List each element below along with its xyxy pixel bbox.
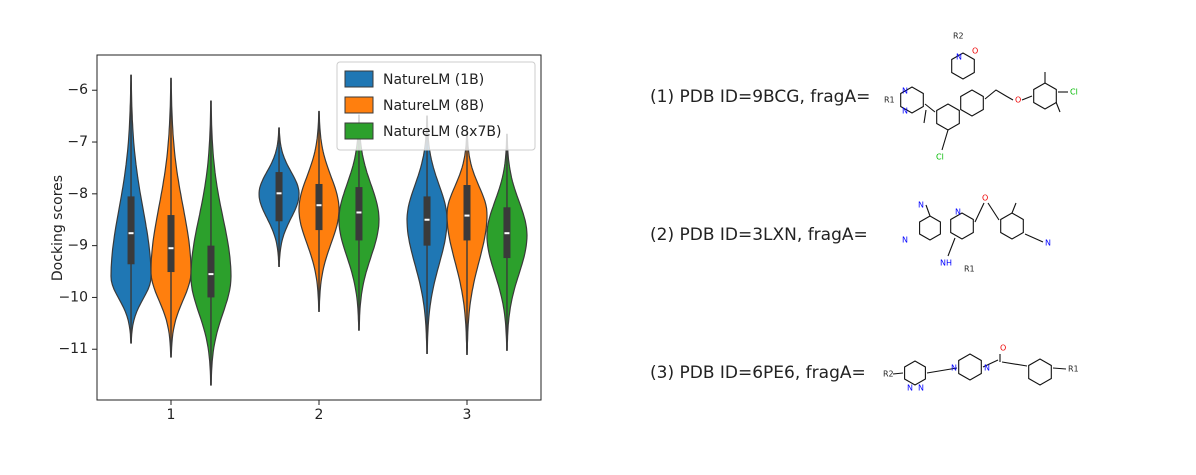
molecule-drawings <box>892 52 1068 386</box>
atom-label: N <box>956 53 962 62</box>
ring <box>958 353 982 381</box>
legend-label: NatureLM (8x7B) <box>383 124 501 140</box>
ring <box>1000 212 1024 240</box>
bond <box>1024 233 1044 243</box>
legend-box <box>336 61 536 151</box>
bond <box>1021 95 1033 101</box>
ring <box>951 52 975 80</box>
atom-label: R2 <box>883 370 894 379</box>
bond <box>982 359 999 368</box>
iqr-box <box>127 196 135 265</box>
atom-label: R2 <box>953 32 964 41</box>
legend-label: NatureLM (1B) <box>383 72 484 88</box>
bond <box>924 103 936 113</box>
atom-label: N <box>1045 239 1051 248</box>
ring <box>960 89 984 117</box>
bond <box>1055 101 1061 113</box>
ring <box>950 212 974 240</box>
atom-label: R1 <box>884 96 895 105</box>
x-tick-label: 3 <box>463 407 472 423</box>
iqr-box <box>355 187 363 241</box>
ring <box>919 215 941 241</box>
atom-label: N <box>907 384 913 393</box>
iqr-box <box>315 183 323 231</box>
atom-label: O <box>1015 96 1021 105</box>
atom-label: R1 <box>1068 365 1079 374</box>
atom-label: N <box>902 236 908 245</box>
atom-label: N <box>918 201 924 210</box>
atom-label: Cl <box>1070 88 1078 97</box>
bond <box>974 202 985 223</box>
legend-swatch <box>344 96 374 114</box>
atom-label: Cl <box>936 153 944 162</box>
y-tick-label: −9 <box>67 238 88 254</box>
ring <box>904 360 926 386</box>
atom-label: NH <box>940 259 952 268</box>
y-tick-label: −7 <box>67 134 88 150</box>
atom-label: N <box>918 384 924 393</box>
iqr-box <box>167 215 175 273</box>
y-tick-label: −10 <box>58 289 88 305</box>
atom-label: O <box>982 194 988 203</box>
iqr-box <box>275 172 283 222</box>
legend-label: NatureLM (8B) <box>383 98 484 114</box>
bond <box>984 89 1014 101</box>
y-tick-label: −11 <box>58 341 88 357</box>
ring <box>936 103 960 131</box>
iqr-box <box>423 196 431 246</box>
y-tick-label: −8 <box>67 186 88 202</box>
bond <box>925 204 931 217</box>
legend-swatch <box>344 122 374 140</box>
atom-label: O <box>1000 344 1006 353</box>
bond <box>1011 202 1017 214</box>
bond <box>1052 367 1067 370</box>
bond <box>947 237 956 257</box>
atom-label: R1 <box>964 265 975 274</box>
x-tick-label: 1 <box>167 407 176 423</box>
ring <box>1033 82 1057 110</box>
atom-label: N <box>902 87 908 96</box>
bond <box>926 367 958 374</box>
bond <box>1001 361 1028 367</box>
iqr-box <box>463 185 471 241</box>
atom-label: N <box>902 107 908 116</box>
fragment-caption: (3) PDB ID=6PE6, fragA= <box>650 363 866 383</box>
bond <box>941 129 949 151</box>
atom-label: N <box>984 364 990 373</box>
atom-label: N <box>955 208 961 217</box>
ring <box>1028 358 1052 386</box>
y-axis-label: Docking scores <box>50 175 66 281</box>
x-tick-label: 2 <box>315 407 324 423</box>
iqr-box <box>207 245 215 298</box>
bond <box>923 109 927 124</box>
fragment-caption: (2) PDB ID=3LXN, fragA= <box>650 225 868 245</box>
ring <box>900 86 924 114</box>
legend-swatch <box>344 70 374 88</box>
bond <box>987 202 1000 221</box>
bond <box>892 372 904 375</box>
fragment-caption: (1) PDB ID=9BCG, fragA= <box>650 87 870 107</box>
y-tick-label: −6 <box>67 82 88 98</box>
atom-label: N <box>951 364 957 373</box>
atom-label: O <box>972 47 978 56</box>
